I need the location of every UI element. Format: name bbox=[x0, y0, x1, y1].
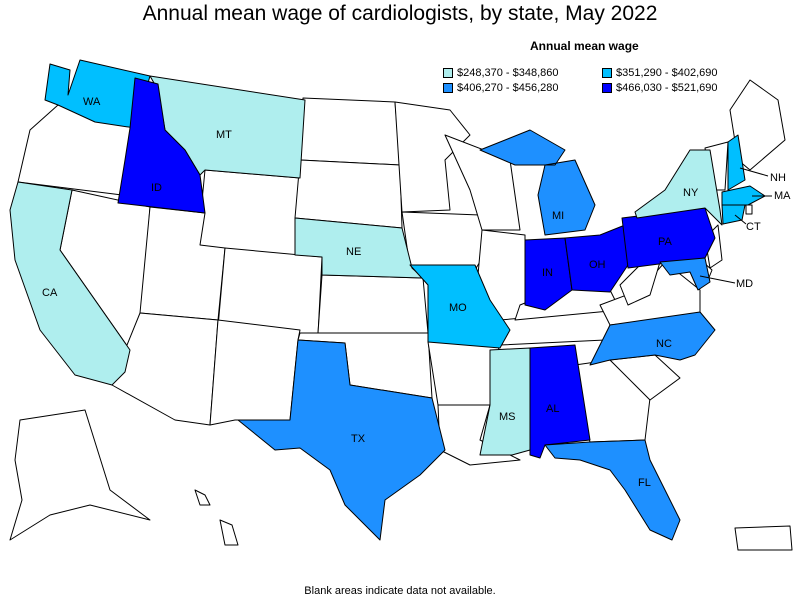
state-IN bbox=[524, 237, 573, 311]
state-NC bbox=[589, 311, 716, 366]
state-CT bbox=[721, 204, 746, 225]
leader-line-NH bbox=[739, 167, 769, 177]
state-PR bbox=[734, 525, 793, 551]
state-AL bbox=[529, 344, 591, 459]
legend-range-3: $406,270 - $456,280 bbox=[457, 82, 559, 94]
label-NY: NY bbox=[683, 187, 699, 199]
state-TX bbox=[237, 339, 446, 541]
label-NH: NH bbox=[770, 172, 786, 184]
legend-item-1: $248,370 - $348,860 bbox=[443, 67, 559, 79]
legend-swatch-3 bbox=[443, 83, 453, 93]
state-WV bbox=[619, 261, 661, 306]
label-MO: MO bbox=[449, 302, 467, 314]
footnote: Blank areas indicate data not available. bbox=[304, 585, 496, 597]
state-NH bbox=[727, 134, 746, 191]
legend-item-4: $466,030 - $521,690 bbox=[602, 82, 718, 94]
legend-swatch-4 bbox=[602, 83, 612, 93]
label-MD: MD bbox=[736, 278, 753, 290]
state-MI bbox=[479, 129, 596, 236]
state-FL bbox=[544, 439, 681, 541]
legend-item-3: $406,270 - $456,280 bbox=[443, 82, 559, 94]
state-AK bbox=[9, 409, 151, 541]
label-IN: IN bbox=[542, 267, 553, 279]
label-PA: PA bbox=[658, 236, 673, 248]
legend-swatch-1 bbox=[443, 68, 453, 78]
state-labels: WA MT ID CA NE MO TX MS AL FL MI IN OH P… bbox=[42, 96, 791, 489]
state-NM bbox=[209, 319, 301, 426]
label-AL: AL bbox=[546, 403, 559, 415]
map-title: Annual mean wage of cardiologists, by st… bbox=[142, 2, 658, 25]
state-AR bbox=[427, 339, 501, 406]
label-NE: NE bbox=[346, 246, 361, 258]
state-MA bbox=[721, 185, 766, 206]
legend-range-1: $248,370 - $348,860 bbox=[457, 67, 559, 79]
legend-range-2: $351,290 - $402,690 bbox=[616, 67, 718, 79]
label-MA: MA bbox=[774, 190, 791, 202]
leader-lines bbox=[699, 167, 772, 284]
label-CA: CA bbox=[42, 287, 58, 299]
label-WA: WA bbox=[83, 96, 101, 108]
label-CT: CT bbox=[746, 221, 761, 233]
legend-range-4: $466,030 - $521,690 bbox=[616, 82, 718, 94]
state-NE bbox=[294, 217, 424, 279]
label-MT: MT bbox=[216, 129, 232, 141]
label-ID: ID bbox=[151, 182, 162, 194]
legend-title: Annual mean wage bbox=[530, 39, 639, 53]
label-TX: TX bbox=[351, 433, 366, 445]
state-IA bbox=[401, 211, 491, 271]
data-states bbox=[9, 59, 766, 541]
label-FL: FL bbox=[638, 477, 651, 489]
legend-item-2: $351,290 - $402,690 bbox=[602, 67, 718, 79]
state-MD bbox=[659, 257, 711, 291]
state-SD bbox=[294, 159, 403, 229]
state-ND bbox=[299, 97, 401, 166]
leader-line-CT bbox=[734, 214, 747, 225]
label-NC: NC bbox=[656, 338, 672, 350]
state-CA bbox=[9, 181, 131, 386]
leader-line-MD bbox=[699, 275, 736, 284]
state-RI bbox=[745, 204, 753, 215]
label-OH: OH bbox=[589, 259, 606, 271]
state-ID bbox=[117, 77, 206, 214]
state-NY bbox=[634, 149, 723, 226]
state-HI bbox=[194, 489, 239, 546]
state-MO bbox=[409, 264, 511, 349]
state-KS bbox=[317, 274, 429, 334]
label-MS: MS bbox=[499, 411, 516, 423]
label-MI: MI bbox=[552, 210, 564, 222]
legend-swatch-2 bbox=[602, 68, 612, 78]
